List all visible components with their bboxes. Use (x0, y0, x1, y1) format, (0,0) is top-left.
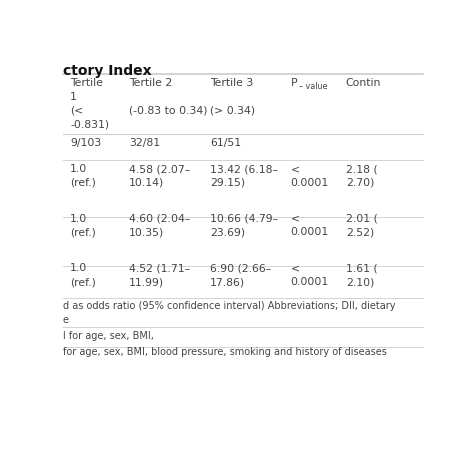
Text: (> 0.34): (> 0.34) (210, 106, 255, 116)
Text: 1.0
(ref.): 1.0 (ref.) (70, 264, 96, 287)
Text: 9/103: 9/103 (70, 138, 101, 148)
Text: Contin: Contin (346, 78, 381, 88)
Text: <
0.0001: < 0.0001 (291, 214, 329, 237)
Text: e: e (63, 315, 69, 325)
Text: 32/81: 32/81 (129, 138, 160, 148)
Text: P: P (291, 78, 297, 88)
Text: 1.0
(ref.): 1.0 (ref.) (70, 164, 96, 188)
Text: 2.01 (
2.52): 2.01 ( 2.52) (346, 214, 377, 237)
Text: 4.60 (2.04–
10.35): 4.60 (2.04– 10.35) (129, 214, 191, 237)
Text: 1: 1 (70, 92, 77, 102)
Text: 61/51: 61/51 (210, 138, 241, 148)
Text: Tertile: Tertile (70, 78, 103, 88)
Text: 1.61 (
2.10): 1.61 ( 2.10) (346, 264, 377, 287)
Text: 1.0
(ref.): 1.0 (ref.) (70, 214, 96, 237)
Text: -0.831): -0.831) (70, 119, 109, 130)
Text: 4.58 (2.07–
10.14): 4.58 (2.07– 10.14) (129, 164, 190, 188)
Text: d as odds ratio (95% confidence interval) Abbreviations; DII, dietary: d as odds ratio (95% confidence interval… (63, 301, 395, 311)
Text: Tertile 2: Tertile 2 (129, 78, 172, 88)
Text: (<: (< (70, 106, 83, 116)
Text: <
0.0001: < 0.0001 (291, 164, 329, 188)
Text: 6.90 (2.66–
17.86): 6.90 (2.66– 17.86) (210, 264, 271, 287)
Text: 13.42 (6.18–
29.15): 13.42 (6.18– 29.15) (210, 164, 278, 188)
Text: (-0.83 to 0.34): (-0.83 to 0.34) (129, 106, 208, 116)
Text: 10.66 (4.79–
23.69): 10.66 (4.79– 23.69) (210, 214, 278, 237)
Text: 4.52 (1.71–
11.99): 4.52 (1.71– 11.99) (129, 264, 190, 287)
Text: <
0.0001: < 0.0001 (291, 264, 329, 287)
Text: Tertile 3: Tertile 3 (210, 78, 253, 88)
Text: l for age, sex, BMI,: l for age, sex, BMI, (63, 331, 154, 341)
Text: – value: – value (299, 82, 327, 91)
Text: ctory Index: ctory Index (63, 64, 152, 78)
Text: 2.18 (
2.70): 2.18 ( 2.70) (346, 164, 377, 188)
Text: for age, sex, BMI, blood pressure, smoking and history of diseases: for age, sex, BMI, blood pressure, smoki… (63, 346, 387, 356)
